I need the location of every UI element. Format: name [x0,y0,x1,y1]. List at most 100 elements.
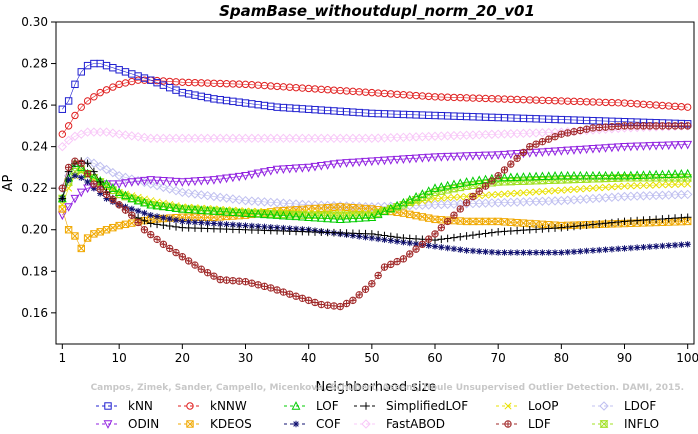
point-cof-18 [166,215,173,223]
legend-item-knnw: kNNW [178,399,247,413]
point-ldf-33 [260,282,269,291]
point-ldf-58 [418,240,427,248]
point-loop-92 [633,182,641,190]
point-ldof-77 [537,196,548,206]
point-kdeos-10 [115,221,123,230]
point-simplifiedlof-85 [589,220,597,229]
point-fastabod-8 [101,127,112,137]
point-odin-52 [380,156,389,166]
point-cof-78 [545,249,552,256]
point-simplifiedlof-61 [437,235,446,244]
point-lof-29 [234,207,244,217]
point-fastabod-43 [322,133,333,144]
point-ldof-19 [171,185,181,196]
legend-item-loop: LoOP [496,399,559,413]
point-simplifiedlof-84 [582,221,591,229]
point-lof-95 [651,169,661,179]
point-simplifiedlof-66 [469,231,477,239]
point-lof-49 [361,212,370,222]
point-lof-53 [386,203,396,213]
point-knnw-9 [109,83,117,91]
point-loop-100 [684,180,692,188]
point-cof-82 [570,248,578,255]
plot-frame [55,21,695,345]
point-fastabod-51 [373,133,383,143]
point-lof-50 [367,212,377,221]
y-tick-label: 0.30 [21,15,48,29]
point-odin-49 [361,157,370,167]
point-odin-15 [146,176,156,185]
point-cof-54 [393,238,401,245]
point-ldof-71 [499,197,510,208]
point-lof-93 [639,170,648,179]
point-lof-36 [278,210,288,220]
legend-item-ldof: LDOF [592,399,656,413]
point-ldf-93 [639,122,648,130]
point-odin-82 [569,146,579,155]
x-tick-label: 70 [491,351,506,365]
point-odin-43 [323,161,333,170]
legend-item-kdeos: KDEOS [178,417,252,431]
point-ldf-37 [286,290,294,298]
point-fastabod-18 [164,133,175,144]
point-ldf-75 [526,142,534,151]
point-fastabod-13 [133,131,143,142]
point-loop-97 [665,181,673,189]
point-odin-61 [436,153,446,162]
legend-item-knn: kNN [96,399,153,413]
point-cof-2 [65,176,72,184]
point-ldof-76 [531,196,541,207]
point-ldof-68 [480,198,491,208]
legend-label-ldf: LDF [528,417,551,431]
point-simplifiedlof-16 [153,220,161,229]
point-ldof-30 [240,195,251,206]
point-ldf-14 [140,226,149,234]
point-lof-14 [140,197,149,207]
point-lof-89 [613,170,623,180]
point-fastabod-71 [499,129,510,139]
point-fastabod-10 [114,129,124,139]
point-lof-87 [601,170,610,180]
point-cof-12 [128,205,136,213]
point-ldf-20 [178,253,187,261]
point-ldf-95 [652,122,660,130]
point-ldof-35 [272,198,282,208]
point-loop-80 [557,186,565,194]
point-lof-55 [399,197,408,207]
point-simplifiedlof-88 [608,218,616,227]
point-cof-51 [374,235,382,243]
point-simplifiedlof-63 [450,233,458,242]
point-fastabod-15 [146,133,156,144]
point-knnw-1 [58,130,67,138]
point-ldf-40 [304,296,313,305]
point-ldof-75 [525,196,535,207]
point-odin-55 [399,155,408,165]
point-cof-87 [602,246,609,253]
point-odin-23 [196,177,206,186]
point-ldf-31 [248,279,256,287]
point-fastabod-37 [285,133,295,144]
point-odin-40 [304,163,314,173]
point-inflo-100 [683,174,693,182]
point-odin-41 [310,162,320,172]
point-ldf-87 [601,123,610,131]
point-ldf-7 [96,185,104,193]
point-cof-61 [438,243,445,251]
point-simplifiedlof-14 [140,216,149,225]
point-lof-32 [253,209,263,218]
point-ldof-62 [442,199,453,210]
point-ldf-10 [115,201,123,209]
point-fastabod-26 [215,133,225,144]
point-cof-30 [242,222,249,229]
point-loop-78 [545,187,553,195]
point-loop-87 [602,183,610,191]
point-fastabod-30 [240,133,251,144]
point-loop-65 [463,192,471,201]
point-odin-68 [481,151,490,161]
legend-marker-lof [291,401,301,410]
point-cof-20 [179,218,186,225]
y-tick-label: 0.20 [21,223,48,237]
point-knnw-8 [102,86,111,94]
point-cof-99 [678,241,685,248]
point-loop-74 [519,189,527,197]
